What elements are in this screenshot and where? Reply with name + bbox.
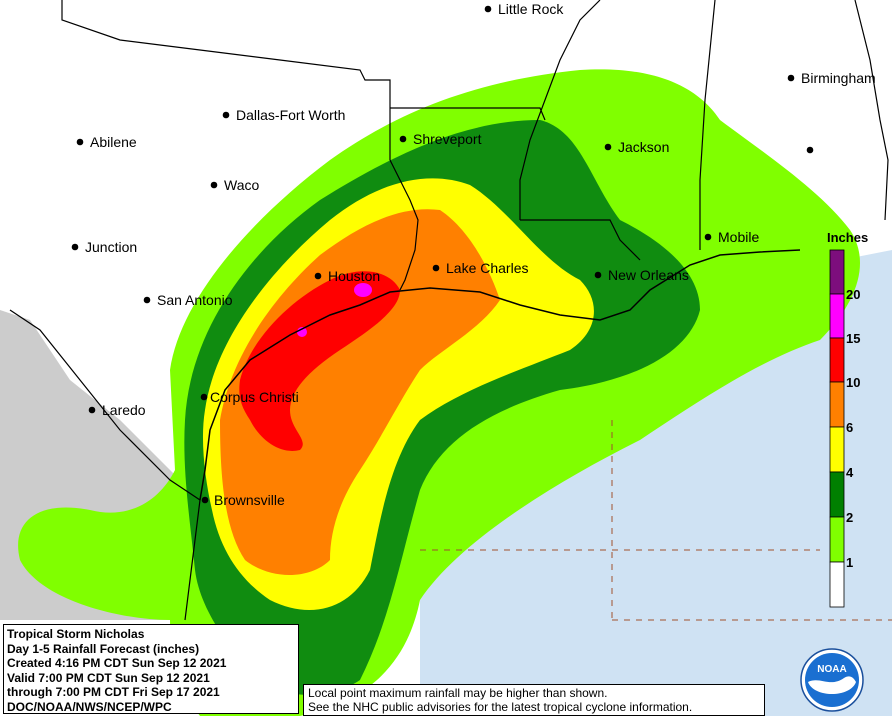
city-dot-junction	[71, 243, 79, 251]
legend: Inches 20 15 10 6 4 2 1	[827, 230, 868, 608]
city-label-new-orleans: New Orleans	[608, 267, 689, 283]
city-label-san-antonio: San Antonio	[157, 292, 233, 308]
legend-swatch-2-4	[829, 471, 845, 518]
legend-tick-20: 20	[846, 287, 860, 302]
city-label-lake-charles: Lake Charles	[446, 260, 529, 276]
city-label-laredo: Laredo	[102, 402, 146, 418]
disclaimer-box: Local point maximum rainfall may be high…	[303, 684, 765, 716]
legend-swatch-above-20	[829, 249, 845, 295]
coastline	[199, 249, 801, 501]
city-dot-brownsville	[201, 496, 209, 504]
forecast-info-box: Tropical Storm Nicholas Day 1-5 Rainfall…	[3, 624, 299, 714]
city-dot-shreveport	[399, 135, 407, 143]
legend-swatch-4-6	[829, 426, 845, 473]
legend-swatch-6-10	[829, 381, 845, 428]
city-dot-san-antonio	[143, 296, 151, 304]
offshore-grid	[420, 420, 892, 621]
city-dot-birmingham	[787, 74, 795, 82]
legend-swatch-15-20	[829, 293, 845, 339]
city-label-dallas: Dallas-Fort Worth	[236, 107, 345, 123]
coastline-mexico	[184, 499, 201, 621]
city-dot-dallas	[222, 111, 230, 119]
created-time: Created 4:16 PM CDT Sun Sep 12 2021	[7, 656, 227, 670]
city-label-brownsville: Brownsville	[214, 492, 285, 508]
city-label-waco: Waco	[224, 177, 259, 193]
legend-tick-4: 4	[846, 465, 854, 480]
city-markers: Little Rock Birmingham Dallas-Fort Worth…	[71, 1, 876, 508]
city-dot-jackson	[604, 143, 612, 151]
city-label-birmingham: Birmingham	[801, 70, 876, 86]
noaa-logo-bird	[808, 676, 856, 694]
city-label-corpus-christi: Corpus Christi	[210, 389, 299, 405]
gulf-water	[420, 250, 892, 716]
city-dot-lake-charles	[432, 264, 440, 272]
legend-swatch-below-1	[829, 561, 845, 608]
noaa-logo: NOAA	[800, 648, 864, 712]
legend-tick-2: 2	[846, 510, 853, 525]
city-label-mobile: Mobile	[718, 229, 759, 245]
city-label-shreveport: Shreveport	[413, 131, 482, 147]
city-dot-unlabeled	[806, 146, 814, 154]
city-dot-waco	[210, 181, 218, 189]
city-dot-corpus-christi	[200, 393, 208, 401]
legend-tick-15: 15	[846, 331, 860, 346]
legend-swatch-10-15	[829, 337, 845, 383]
city-label-junction: Junction	[85, 239, 137, 255]
noaa-logo-text: NOAA	[817, 664, 846, 675]
state-boundaries	[9, 0, 889, 501]
valid-start-time: Valid 7:00 PM CDT Sun Sep 12 2021	[7, 670, 210, 685]
issuing-agency: DOC/NOAA/NWS/NCEP/WPC	[7, 699, 172, 714]
legend-tick-1: 1	[846, 555, 853, 570]
city-dot-little-rock	[484, 5, 492, 13]
city-dot-new-orleans	[594, 271, 602, 279]
city-dot-laredo	[88, 406, 96, 414]
city-label-abilene: Abilene	[90, 134, 137, 150]
forecast-type: Day 1-5 Rainfall Forecast (inches)	[7, 641, 200, 656]
city-dot-mobile	[704, 233, 712, 241]
city-label-little-rock: Little Rock	[498, 1, 564, 17]
valid-end-time: through 7:00 PM CDT Fri Sep 17 2021	[7, 685, 220, 699]
city-dot-houston	[314, 272, 322, 280]
legend-tick-10: 10	[846, 375, 860, 390]
storm-name: Tropical Storm Nicholas	[7, 627, 145, 641]
rain-band-10in	[239, 271, 400, 451]
rain-band-6in	[220, 209, 500, 575]
city-label-houston: Houston	[328, 268, 380, 284]
city-label-jackson: Jackson	[618, 139, 669, 155]
legend-tick-6: 6	[846, 420, 853, 435]
rain-band-15in-houston	[354, 283, 372, 297]
legend-title: Inches	[827, 230, 868, 245]
legend-swatch-1-2	[829, 516, 845, 563]
city-dot-abilene	[76, 138, 84, 146]
disclaimer-line-2: See the NHC public advisories for the la…	[308, 700, 693, 714]
noaa-logo-inner	[805, 653, 859, 707]
disclaimer-line-1: Local point maximum rainfall may be high…	[308, 686, 608, 700]
